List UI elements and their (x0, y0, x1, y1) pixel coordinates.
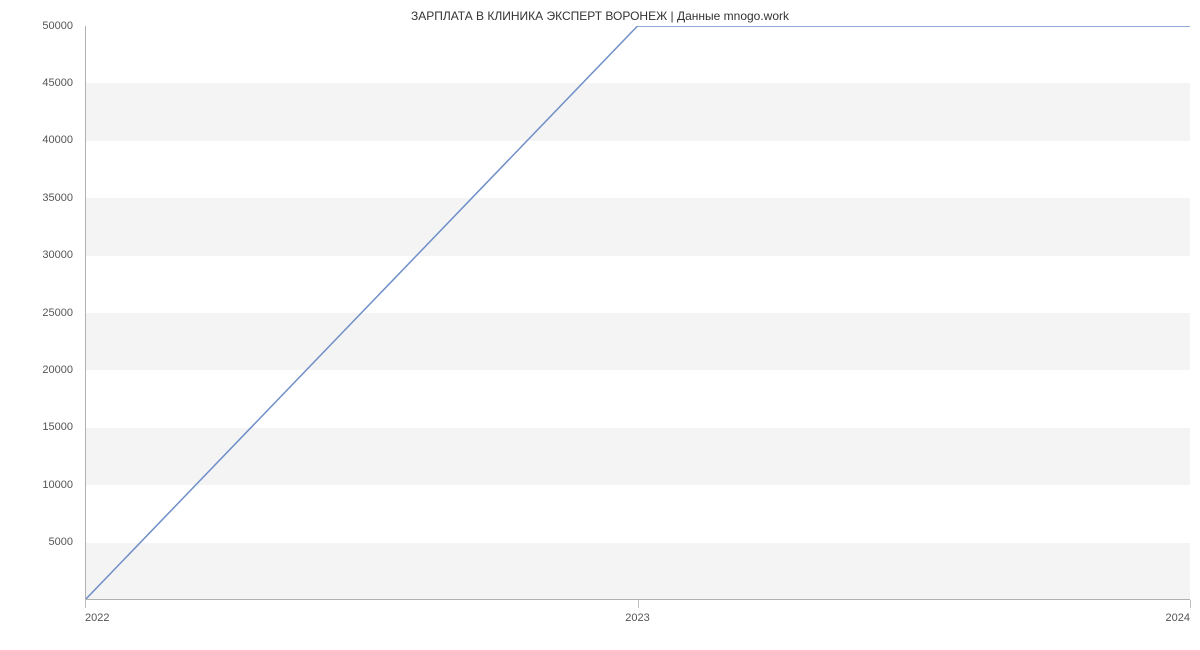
x-tick-mark (85, 600, 86, 608)
y-tick-label: 15000 (0, 421, 73, 433)
x-tick-mark (1190, 600, 1191, 608)
line-layer (85, 26, 1190, 600)
y-axis-line (85, 26, 86, 600)
y-tick-label: 20000 (0, 364, 73, 376)
x-tick-label: 2023 (608, 612, 668, 624)
series-salary (85, 26, 1190, 600)
y-tick-label: 40000 (0, 134, 73, 146)
salary-line-chart: ЗАРПЛАТА В КЛИНИКА ЭКСПЕРТ ВОРОНЕЖ | Дан… (0, 0, 1200, 650)
y-tick-label: 5000 (0, 536, 73, 548)
x-tick-label: 2022 (85, 612, 145, 624)
y-tick-label: 45000 (0, 77, 73, 89)
x-tick-label: 2024 (1130, 612, 1190, 624)
y-tick-label: 50000 (0, 20, 73, 32)
y-tick-label: 35000 (0, 192, 73, 204)
y-tick-label: 30000 (0, 249, 73, 261)
chart-title: ЗАРПЛАТА В КЛИНИКА ЭКСПЕРТ ВОРОНЕЖ | Дан… (0, 9, 1200, 23)
x-tick-mark (638, 600, 639, 608)
plot-area (85, 26, 1190, 600)
y-tick-label: 25000 (0, 307, 73, 319)
y-tick-label: 10000 (0, 479, 73, 491)
